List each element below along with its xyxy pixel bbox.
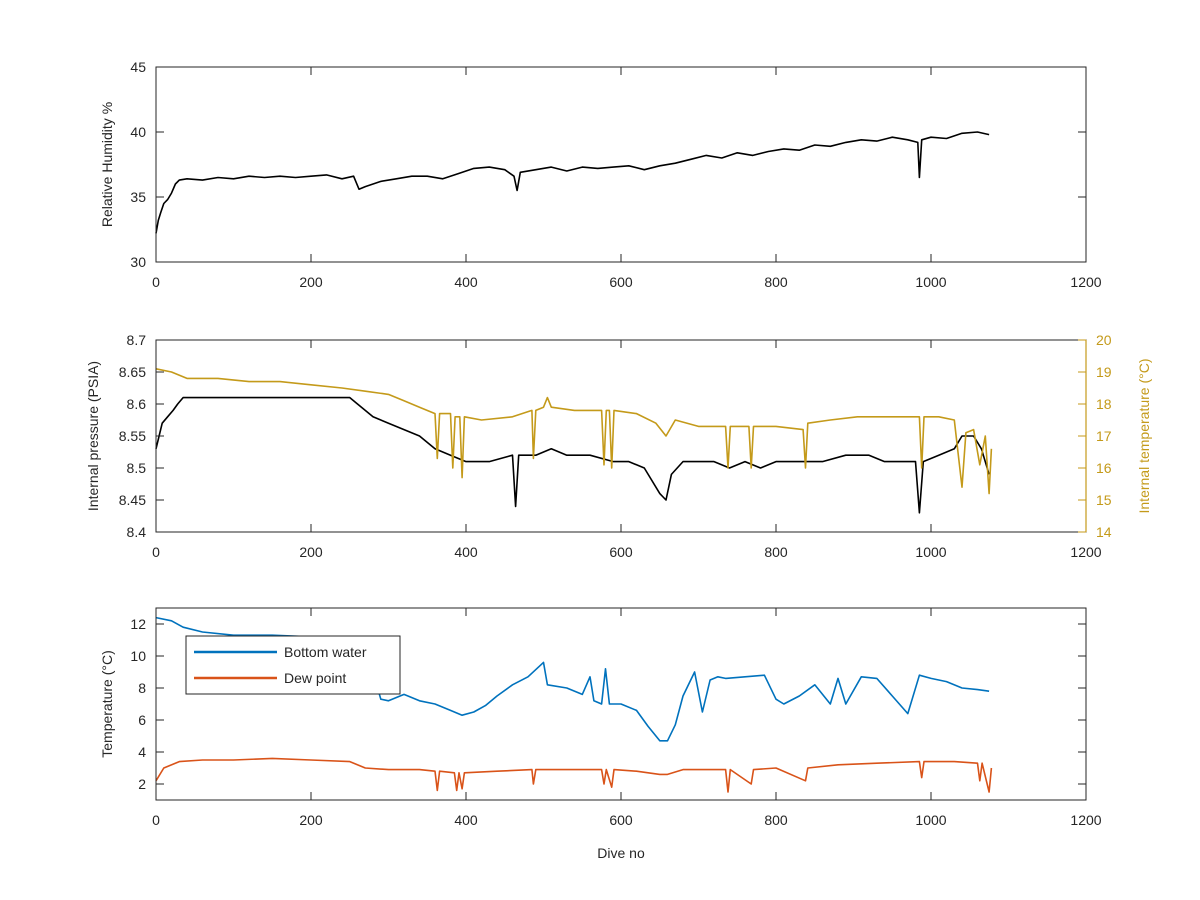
temperature-y-ticks: 2 4 6 8 10 12 [130, 616, 1086, 792]
pressure-x-ticks: 0 200 400 600 800 1000 1200 [152, 340, 1102, 560]
pressure-temperature-plot-marks [155, 368, 993, 514]
right-y-tick-label: 17 [1096, 428, 1112, 444]
humidity-x-ticks: 0 200 400 600 800 1000 1200 [152, 67, 1102, 290]
pressure-y-tick-label: 8.45 [119, 492, 146, 508]
humidity-y-axis-label: Relative Humidity % [99, 102, 115, 227]
pressure-y-tick-label: 8.55 [119, 428, 146, 444]
pressure-y-ticks: 8.4 8.45 8.5 8.55 8.6 8.65 8.7 [119, 332, 164, 540]
temperature-y-tick-label: 2 [138, 776, 146, 792]
pressure-x-tick-label: 1200 [1070, 544, 1101, 560]
right-y-tick-label: 20 [1096, 332, 1112, 348]
pressure-y-tick-label: 8.7 [127, 332, 147, 348]
temperature-y-tick-label: 4 [138, 744, 146, 760]
humidity-x-tick-label: 1000 [915, 274, 946, 290]
humidity-y-ticks: 30 35 40 45 [130, 59, 1086, 270]
temperature-x-tick-label: 200 [299, 812, 323, 828]
pressure-y-tick-label: 8.6 [127, 396, 147, 412]
pressure-x-tick-label: 0 [152, 544, 160, 560]
pressure-y-axis-label: Internal pressure (PSIA) [85, 361, 101, 511]
temperature-x-tick-label: 1200 [1070, 812, 1101, 828]
temperature-x-tick-label: 400 [454, 812, 478, 828]
temperature-plot-marks [155, 616, 993, 793]
humidity-panel: 0 200 400 600 800 1000 1200 30 35 40 45 Relative … [99, 59, 1102, 290]
temperature-legend: Bottom water Dew point [185, 635, 401, 695]
pressure-x-tick-label: 1000 [915, 544, 946, 560]
bottom-water-line [155, 616, 990, 742]
humidity-plot-marks [155, 131, 990, 234]
pressure-y-tick-label: 8.4 [127, 524, 147, 540]
temperature-y-tick-label: 6 [138, 712, 146, 728]
humidity-x-tick-label: 800 [764, 274, 788, 290]
humidity-x-tick-label: 600 [609, 274, 633, 290]
pressure-x-tick-label: 200 [299, 544, 323, 560]
temperature-y-axis-label: Temperature (°C) [99, 650, 115, 758]
internal-temperature-right-ticks: 14 15 16 17 18 19 20 [1078, 332, 1112, 540]
humidity-x-tick-label: 0 [152, 274, 160, 290]
right-y-tick-label: 16 [1096, 460, 1112, 476]
temperature-x-tick-label: 800 [764, 812, 788, 828]
temperature-y-tick-label: 10 [130, 648, 146, 664]
dew-point-line [155, 757, 993, 793]
humidity-y-tick-label: 40 [130, 124, 146, 140]
humidity-x-tick-label: 400 [454, 274, 478, 290]
humidity-x-tick-label: 200 [299, 274, 323, 290]
pressure-series-0-line [155, 396, 990, 514]
temperature-x-tick-label: 600 [609, 812, 633, 828]
temperature-panel: 0 200 400 600 800 1000 1200 2 4 6 8 10 12 Temperatu… [99, 607, 1102, 861]
humidity-series-0-line [155, 131, 990, 234]
pressure-temperature-panel: 0 200 400 600 800 1000 1200 8.48.458.58.558.68… [85, 332, 1152, 560]
humidity-y-tick-label: 30 [130, 254, 146, 270]
internal-temperature-right-axis-label: Internal temperature (°C) [1136, 359, 1152, 514]
pressure-x-tick-label: 400 [454, 544, 478, 560]
right-y-tick-label: 15 [1096, 492, 1112, 508]
pressure-x-tick-label: 600 [609, 544, 633, 560]
temperature-y-tick-label: 8 [138, 680, 146, 696]
pressure-x-tick-label: 800 [764, 544, 788, 560]
humidity-y-tick-label: 45 [130, 59, 146, 75]
pressure-y-tick-label: 8.5 [127, 460, 147, 476]
temperature-x-ticks: 0 200 400 600 800 1000 1200 [152, 608, 1102, 828]
humidity-x-tick-label: 1200 [1070, 274, 1101, 290]
humidity-y-tick-label: 35 [130, 189, 146, 205]
legend-label-bottom-water: Bottom water [284, 644, 367, 660]
right-y-tick-label: 19 [1096, 364, 1112, 380]
right-y-tick-label: 18 [1096, 396, 1112, 412]
right-y-tick-label: 14 [1096, 524, 1112, 540]
temperature-y-tick-label: 12 [130, 616, 146, 632]
pressure-series-1-line [155, 368, 993, 495]
dive-no-x-axis-label: Dive no [597, 845, 645, 861]
temperature-x-tick-label: 1000 [915, 812, 946, 828]
pressure-y-tick-label: 8.65 [119, 364, 146, 380]
legend-label-dew-point: Dew point [284, 670, 346, 686]
legend-box [185, 635, 401, 695]
temperature-x-tick-label: 0 [152, 812, 160, 828]
